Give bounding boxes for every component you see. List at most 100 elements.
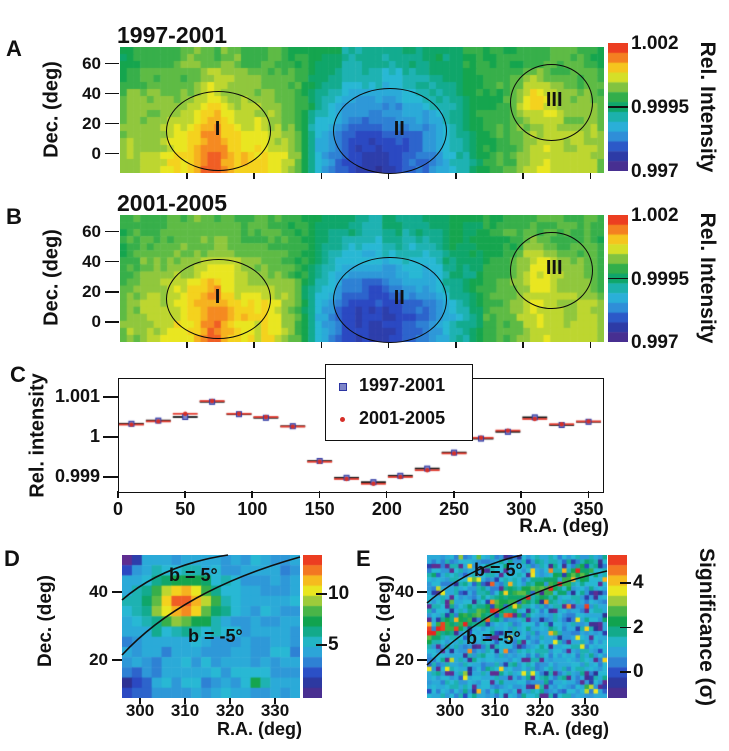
x-tick-label: 150	[304, 499, 335, 519]
y-tick	[105, 230, 119, 233]
galactic-line-b-plus5	[121, 554, 229, 601]
x-tick	[320, 173, 323, 179]
panel-d-xlabel: R.A. (deg)	[217, 719, 302, 739]
y-tick	[112, 591, 122, 593]
panel-label-b: B	[6, 204, 22, 229]
colorbar-tick-label: 1.002	[631, 33, 679, 54]
x-tick-label: 330	[260, 701, 290, 720]
legend-marker-dot-icon	[340, 417, 345, 422]
x-tick	[274, 698, 276, 704]
y-tick	[105, 122, 119, 125]
x-tick-label: 200	[371, 499, 402, 519]
colorbar-tick	[620, 671, 631, 673]
y-tick	[112, 659, 122, 661]
x-tick	[455, 342, 457, 348]
y-tick	[417, 591, 427, 593]
x-tick-label: 310	[480, 701, 510, 720]
region-ellipse-i	[165, 258, 272, 340]
x-tick	[494, 698, 496, 704]
colorbar-tick	[316, 593, 327, 595]
x-tick	[453, 491, 455, 498]
y-tick	[105, 62, 119, 65]
x-tick	[387, 342, 390, 348]
region-ellipse-iii	[509, 63, 593, 141]
region-ellipse-ii	[333, 88, 448, 175]
galactic-line-b-plus5	[426, 554, 523, 604]
y-tick-label: 1	[89, 426, 100, 446]
x-tick	[522, 342, 524, 348]
legend: 1997-2001 2001-2005	[325, 364, 473, 441]
y-tick	[103, 476, 118, 478]
panel-label-c: C	[10, 362, 26, 387]
region-label-iii: III	[545, 89, 563, 111]
panel-e-colorbar-label: Significance (σ)	[695, 548, 718, 706]
x-tick	[117, 491, 119, 498]
y-tick	[105, 260, 119, 263]
x-tick-label: 330	[570, 701, 600, 720]
y-tick-label: 0	[91, 143, 101, 163]
colorbar-tick-label: 1.002	[631, 205, 679, 226]
region-label-iii: III	[545, 257, 563, 280]
region-label-ii: II	[393, 286, 405, 309]
region-label-i: I	[214, 286, 221, 309]
y-tick	[105, 321, 119, 323]
x-tick	[587, 491, 590, 498]
x-tick	[139, 698, 141, 704]
y-tick	[105, 152, 119, 155]
region-ellipse-i	[165, 90, 272, 171]
colorbar-tick-label: 10	[328, 583, 350, 604]
x-tick-label: 310	[170, 701, 200, 720]
x-tick-label: 320	[525, 701, 555, 720]
legend-label-2001-2005: 2001-2005	[359, 408, 446, 428]
y-tick-label: 40	[395, 582, 414, 601]
region-ellipse-ii	[333, 256, 448, 344]
colorbar-tick	[620, 582, 631, 584]
y-tick-label: 0.999	[54, 466, 100, 486]
galactic-line-b-minus5	[426, 570, 608, 666]
x-tick	[320, 342, 323, 348]
colorbar-tick-label: 0	[633, 661, 644, 682]
x-tick	[251, 491, 254, 498]
y-tick-label: 40	[82, 251, 101, 271]
region-ellipse-iii	[509, 231, 593, 310]
panel-label-a: A	[6, 36, 22, 61]
x-tick	[455, 173, 457, 179]
y-tick-label: 20	[82, 282, 101, 302]
y-tick	[105, 92, 119, 95]
x-tick	[539, 698, 541, 704]
x-tick-label: 300	[125, 701, 155, 720]
x-tick-label: 320	[215, 701, 245, 720]
colorbar-tick-label: 0.9995	[631, 268, 690, 290]
y-tick-label: 20	[82, 113, 101, 133]
y-tick	[103, 396, 118, 398]
y-tick-label: 20	[89, 650, 108, 669]
x-tick-label: 300	[435, 701, 465, 720]
galactic-line-b-minus5	[121, 556, 301, 656]
x-tick	[253, 173, 256, 179]
y-tick	[417, 659, 427, 661]
colorbar-tick	[608, 277, 628, 280]
legend-label-1997-2001: 1997-2001	[359, 375, 446, 395]
panel-e-annotation-bminus5: b = -5°	[466, 628, 521, 648]
panel-e-xlabel: R.A. (deg)	[524, 719, 609, 739]
legend-marker-square-icon	[339, 383, 347, 391]
y-tick-label: 60	[82, 53, 101, 73]
x-tick	[584, 698, 586, 704]
panel-c-xlabel: R.A. (deg)	[519, 516, 609, 537]
colorbar-tick	[316, 644, 327, 646]
panel-b-colorbar-label: Rel. Intensity	[696, 212, 719, 344]
x-tick	[318, 491, 321, 498]
y-tick	[103, 436, 118, 438]
legend-row-2001-2005: 2001-2005	[326, 408, 472, 430]
colorbar-tick-label: 0.997	[631, 332, 679, 353]
x-tick	[589, 342, 592, 348]
x-tick	[520, 491, 522, 498]
x-tick-label: 350	[573, 499, 604, 519]
x-tick	[522, 173, 524, 179]
y-tick	[105, 291, 119, 293]
y-tick-label: 40	[89, 582, 108, 601]
panel-e-colorbar	[608, 555, 627, 698]
x-tick-label: 100	[237, 499, 268, 519]
y-tick-label: 40	[82, 83, 101, 103]
panel-label-e: E	[356, 546, 371, 571]
